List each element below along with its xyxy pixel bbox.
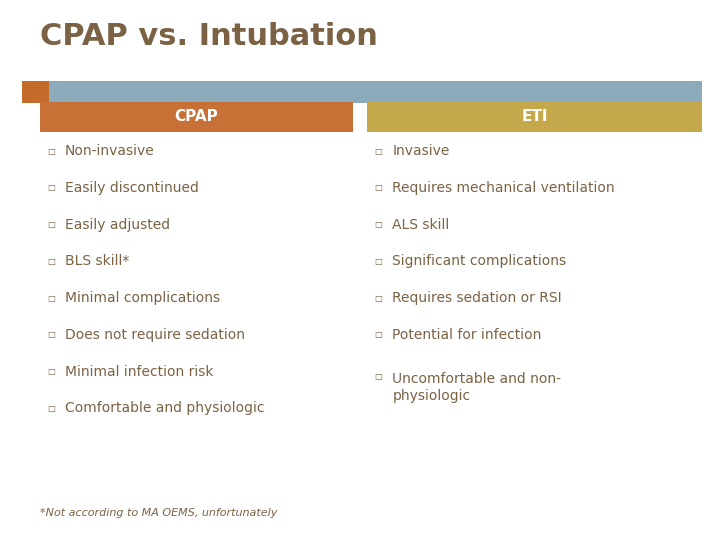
Text: Uncomfortable and non-
physiologic: Uncomfortable and non- physiologic: [392, 372, 562, 403]
Text: Requires mechanical ventilation: Requires mechanical ventilation: [392, 181, 615, 195]
Text: ALS skill: ALS skill: [392, 218, 450, 232]
FancyBboxPatch shape: [367, 102, 702, 132]
Text: Invasive: Invasive: [392, 144, 450, 158]
Text: Significant complications: Significant complications: [392, 254, 567, 268]
Text: □: □: [374, 372, 382, 381]
Text: □: □: [374, 330, 382, 339]
Text: Non-invasive: Non-invasive: [65, 144, 155, 158]
Text: □: □: [47, 404, 55, 413]
Text: □: □: [47, 184, 55, 192]
Text: Comfortable and physiologic: Comfortable and physiologic: [65, 401, 264, 415]
Text: Minimal infection risk: Minimal infection risk: [65, 364, 213, 379]
Text: Easily adjusted: Easily adjusted: [65, 218, 170, 232]
Text: □: □: [47, 367, 55, 376]
Text: □: □: [374, 220, 382, 229]
Text: BLS skill*: BLS skill*: [65, 254, 129, 268]
Text: Requires sedation or RSI: Requires sedation or RSI: [392, 291, 562, 305]
Text: CPAP: CPAP: [174, 110, 218, 124]
Text: □: □: [47, 220, 55, 229]
Text: Minimal complications: Minimal complications: [65, 291, 220, 305]
Text: □: □: [47, 257, 55, 266]
Text: □: □: [374, 257, 382, 266]
Text: Potential for infection: Potential for infection: [392, 328, 541, 342]
Text: □: □: [47, 147, 55, 156]
FancyBboxPatch shape: [22, 81, 49, 103]
FancyBboxPatch shape: [22, 81, 702, 103]
Text: □: □: [374, 147, 382, 156]
FancyBboxPatch shape: [40, 102, 353, 132]
Text: CPAP vs. Intubation: CPAP vs. Intubation: [40, 22, 377, 51]
Text: □: □: [374, 294, 382, 302]
Text: □: □: [47, 294, 55, 302]
Text: Easily discontinued: Easily discontinued: [65, 181, 199, 195]
Text: Does not require sedation: Does not require sedation: [65, 328, 245, 342]
Text: □: □: [47, 330, 55, 339]
Text: ETI: ETI: [521, 110, 548, 124]
Text: □: □: [374, 184, 382, 192]
Text: *Not according to MA OEMS, unfortunately: *Not according to MA OEMS, unfortunately: [40, 508, 277, 518]
